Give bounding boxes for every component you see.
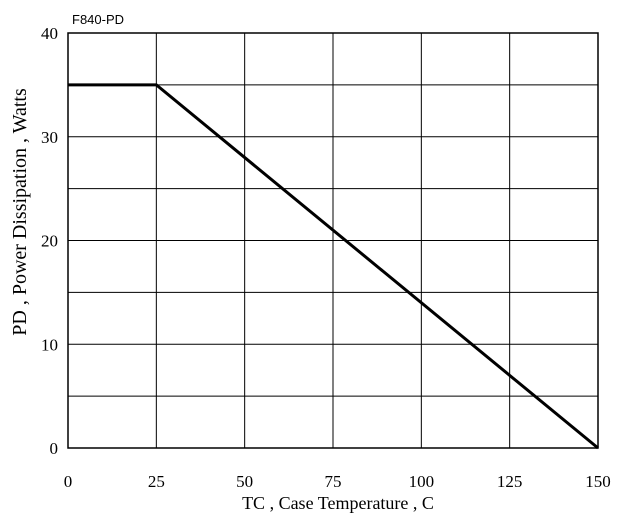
y-tick-label: 0 <box>50 439 59 458</box>
x-tick-label: 25 <box>148 472 165 491</box>
y-tick-label: 20 <box>41 232 58 251</box>
y-tick-label: 40 <box>41 24 58 43</box>
x-tick-label: 100 <box>409 472 435 491</box>
x-axis-label: TC , Case Temperature , C <box>242 493 434 513</box>
y-tick-label: 10 <box>41 335 58 354</box>
x-tick-label: 0 <box>64 472 73 491</box>
x-tick-label: 150 <box>585 472 611 491</box>
x-tick-label: 50 <box>236 472 253 491</box>
y-axis-label: PD , Power Dissipation , Watts <box>9 88 31 336</box>
chart-title: F840-PD <box>72 12 124 27</box>
series-line <box>68 83 599 450</box>
plot-frame <box>67 32 599 449</box>
y-tick-label: 30 <box>41 128 58 147</box>
x-tick-label: 75 <box>325 472 342 491</box>
x-tick-label: 125 <box>497 472 523 491</box>
